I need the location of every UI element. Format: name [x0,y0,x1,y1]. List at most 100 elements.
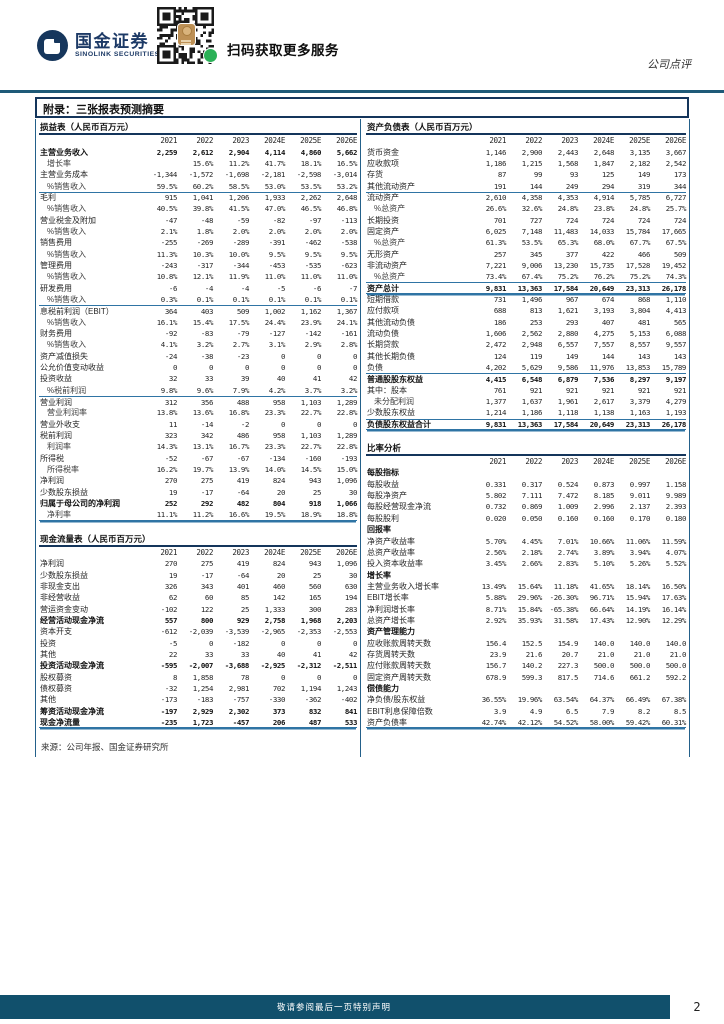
value-cell: 22 [168,649,178,659]
row-label: 货币资金 [367,147,399,157]
value-cell: -182 [232,638,250,648]
table-row: 未分配利润 1,377 1,637 1,961 2,617 3,379 4,279 [366,396,686,407]
year-header-row: 2021 2022 2023 2024E 2025E 2026E [366,456,686,467]
table-row: 研发费用 -6 -4 -4 -5 -6 -7 [39,282,357,293]
value-cell: 53.2% [336,181,358,191]
table-row: 资产总计 9,831 13,363 17,584 20,649 23,313 26,178 [366,282,686,294]
value-cell: -64 [236,487,250,497]
value-cell: 23.9% [300,317,322,327]
value-cell: 17.5% [228,317,250,327]
value-cell: 1,568 [557,158,579,168]
row-label: 净利润 [40,559,64,569]
year-header: 2021 [489,457,506,467]
value-cell: 1,194 [300,683,322,693]
year-header: 2022 [525,136,542,146]
value-cell: 59.42% [625,717,651,727]
value-cell: 19.96% [517,695,543,705]
row-label: 资本开支 [40,627,72,637]
value-cell: -183 [196,695,214,705]
row-label: %销售收入 [47,294,87,304]
value-cell: 140.0 [593,638,615,648]
value-cell: 2,203 [336,615,358,625]
value-cell: 364 [164,306,178,316]
year-header: 2025E [629,136,650,146]
value-cell: 39.8% [192,204,214,214]
value-cell: 20 [276,570,286,580]
table-row: 利润率 14.3% 13.1% 16.7% 23.3% 22.7% 22.8% [39,441,357,452]
value-cell: 19 [168,487,178,497]
value-cell: 1.009 [557,502,579,512]
table-row: 其他长期负债 124 119 149 144 143 143 [366,351,686,362]
value-cell: 943 [308,476,322,486]
value-cell: 5.26% [629,559,651,569]
value-cell: 23.3% [264,442,286,452]
value-cell: 5.52% [665,559,687,569]
table-row: 毛利 915 1,041 1,206 1,933 2,262 2,648 [39,191,357,203]
value-cell: 41.65% [589,581,615,591]
value-cell: 661.2 [629,672,651,682]
table-row: 应收款项 1,186 1,215 1,568 1,847 2,182 2,542 [366,158,686,169]
value-cell: 800 [200,615,214,625]
value-cell: 2.0% [340,226,358,236]
value-cell: 4,413 [665,306,687,316]
value-cell: 674 [601,294,615,304]
value-cell: 8,557 [629,340,651,350]
value-cell: 486 [236,431,250,441]
value-cell: 1,496 [521,294,543,304]
row-label: %销售收入 [47,317,87,327]
value-cell: -67 [200,453,214,463]
table-row: %销售收入 10.8% 12.1% 11.9% 11.0% 11.0% 11.0% [39,271,357,282]
year-header: 2021 [160,136,177,146]
value-cell: 1,096 [336,559,358,569]
value-cell: -595 [160,661,178,671]
row-label: 每股净资产 [367,491,407,501]
value-cell: 26.6% [485,204,507,214]
value-cell: 929 [236,615,250,625]
value-cell: 140.0 [629,638,651,648]
value-cell: -134 [268,453,286,463]
table-row: 每股指标 [366,467,686,478]
table-row: 无形资产 257 345 377 422 466 509 [366,248,686,259]
value-cell: -97 [308,215,322,225]
table-row: 投入资本收益率 3.45% 2.66% 2.83% 5.10% 5.26% 5.52% [366,558,686,569]
value-cell: 292 [200,499,214,509]
value-cell: 2.18% [521,547,543,557]
value-cell: 460 [272,581,286,591]
value-cell: 918 [308,499,322,509]
row-label: 流动负债 [367,329,399,339]
value-cell: 33 [204,374,214,384]
value-cell: 813 [529,306,543,316]
value-cell: 967 [565,294,579,304]
value-cell: 5,153 [629,329,651,339]
value-cell: -7 [348,283,358,293]
table-row: 存货 87 99 93 125 149 173 [366,169,686,180]
value-cell: 11.3% [156,249,178,259]
value-cell: 0 [280,672,285,682]
value-cell: 724 [565,215,579,225]
value-cell: 9,557 [665,340,687,350]
value-cell: 921 [601,385,615,395]
row-label: 所得税率 [47,465,79,475]
value-cell: -48 [200,215,214,225]
table-row: EBIT增长率 5.88% 29.96% -26.30% 96.71% 15.94% 17.… [366,592,686,603]
table-row: 营业外收支 11 -14 -2 0 0 0 [39,419,357,430]
value-cell: 824 [272,559,286,569]
table-row: 主营业务收入增长率 13.49% 15.64% 11.18% 41.65% 18.14% 1… [366,581,686,592]
value-cell: 11.0% [264,272,286,282]
value-cell: -2,598 [296,170,322,180]
row-label: 投资收益 [40,374,72,384]
row-label: 资产减值损失 [40,351,88,361]
year-header: 2023 [232,136,249,146]
footer-disclaimer: 敬请参阅最后一页特别声明 [276,1002,391,1012]
table-row: 应付款项 688 813 1,621 3,193 3,804 4,413 [366,305,686,316]
table-row: 非流动资产 7,221 9,006 13,230 15,735 17,528 19,452 [366,260,686,271]
row-label: %总资产 [374,238,406,248]
value-cell: 53.0% [264,181,286,191]
value-cell: -4 [204,283,214,293]
value-cell: 21.0 [597,649,615,659]
value-cell: 9,831 [485,283,507,293]
table-row: 营业利润 312 356 488 958 1,103 1,289 [39,395,357,407]
brand-name-cn: 国金证券 [75,32,149,51]
table-row: 总资产增长率 2.92% 35.93% 31.58% 17.43% 12.90% 12.29… [366,615,686,626]
value-cell: -6 [168,283,178,293]
